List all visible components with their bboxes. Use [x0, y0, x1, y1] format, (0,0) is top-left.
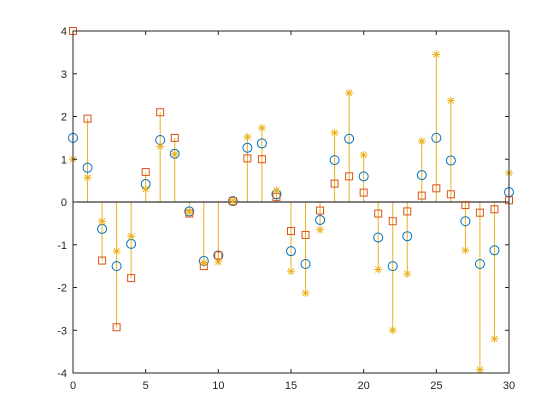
square-marker: [461, 200, 470, 209]
circle-marker: [184, 206, 195, 217]
y-tick-label: 4: [61, 26, 67, 38]
square-marker: [243, 154, 252, 163]
star-marker: [374, 265, 383, 274]
star-marker: [446, 96, 455, 105]
y-tick-label: -3: [57, 325, 67, 337]
circle-marker: [82, 162, 93, 173]
x-tick-label: 30: [503, 380, 515, 392]
circle-marker: [242, 142, 253, 153]
star-marker: [359, 150, 368, 159]
square-marker: [475, 208, 484, 217]
circle-marker: [286, 246, 296, 257]
square-marker: [403, 207, 412, 216]
circle-marker: [474, 258, 485, 269]
square-marker: [345, 172, 354, 181]
x-tick-label: 15: [285, 380, 297, 392]
circle-marker: [402, 231, 413, 242]
circle-marker: [373, 232, 384, 243]
square-marker: [446, 190, 455, 199]
square-marker: [316, 206, 325, 215]
y-tick-label: -1: [57, 240, 67, 252]
square-marker: [417, 191, 426, 200]
star-marker: [388, 326, 397, 335]
square-marker: [170, 133, 179, 142]
circle-marker: [431, 132, 442, 143]
star-marker: [170, 150, 179, 159]
x-tick-label: 25: [430, 380, 442, 392]
star-marker: [228, 197, 237, 206]
star-marker: [461, 246, 470, 255]
circle-marker: [387, 261, 398, 272]
square-marker: [301, 230, 310, 239]
square-marker: [141, 168, 150, 177]
square-marker: [330, 179, 339, 188]
star-marker: [490, 334, 499, 343]
circle-marker: [256, 138, 267, 149]
data-markers: [68, 27, 514, 374]
circle-marker: [445, 155, 456, 166]
circle-marker: [358, 171, 369, 182]
star-marker: [112, 247, 121, 256]
star-marker: [475, 365, 484, 374]
y-tick-label: 3: [61, 69, 67, 81]
star-marker: [243, 133, 252, 142]
y-tick-label: -4: [57, 368, 67, 380]
star-marker: [287, 267, 295, 276]
star-marker: [403, 269, 412, 278]
circle-marker: [329, 155, 340, 166]
square-marker: [127, 274, 136, 283]
x-tick-label: 0: [70, 380, 76, 392]
star-marker: [98, 217, 107, 226]
star-marker: [330, 128, 339, 137]
x-tick-label: 5: [143, 380, 149, 392]
circle-marker: [315, 214, 326, 225]
y-tick-label: -2: [57, 283, 67, 295]
circle-marker: [489, 245, 500, 256]
circle-marker: [111, 261, 122, 272]
star-marker: [316, 225, 325, 234]
y-tick-label: 1: [61, 154, 67, 166]
star-marker: [185, 207, 194, 216]
circle-marker: [416, 170, 427, 181]
circle-marker: [300, 258, 311, 269]
circle-marker: [344, 133, 355, 144]
square-marker: [432, 184, 441, 193]
star-marker: [199, 258, 208, 267]
star-marker: [141, 185, 150, 194]
square-marker: [374, 209, 383, 218]
square-marker: [359, 188, 368, 197]
x-axis-ticks: 0 5 10 15 20 25 30: [70, 31, 515, 392]
star-marker: [432, 50, 441, 59]
star-marker: [257, 124, 266, 133]
star-marker: [301, 289, 310, 298]
square-marker: [490, 205, 499, 214]
y-tick-label: 0: [61, 197, 67, 209]
circle-marker: [227, 196, 238, 207]
square-marker: [388, 217, 397, 226]
square-marker: [98, 256, 107, 265]
star-marker: [83, 173, 92, 182]
square-marker: [83, 114, 92, 123]
square-marker: [257, 155, 266, 164]
star-marker: [214, 257, 223, 266]
star-marker: [272, 186, 281, 195]
star-marker: [345, 88, 354, 97]
circle-marker: [460, 216, 471, 227]
x-tick-label: 10: [212, 380, 224, 392]
square-marker: [287, 227, 295, 236]
star-marker: [417, 137, 426, 146]
star-marker: [156, 142, 165, 151]
square-marker: [112, 323, 121, 332]
circle-marker: [169, 148, 180, 159]
square-marker: [156, 108, 165, 117]
star-marker: [127, 232, 136, 241]
y-tick-label: 2: [61, 112, 67, 124]
x-tick-label: 20: [358, 380, 370, 392]
y-axis-ticks: -4 -3 -2 -1 0 1 2 3 4: [57, 26, 509, 380]
